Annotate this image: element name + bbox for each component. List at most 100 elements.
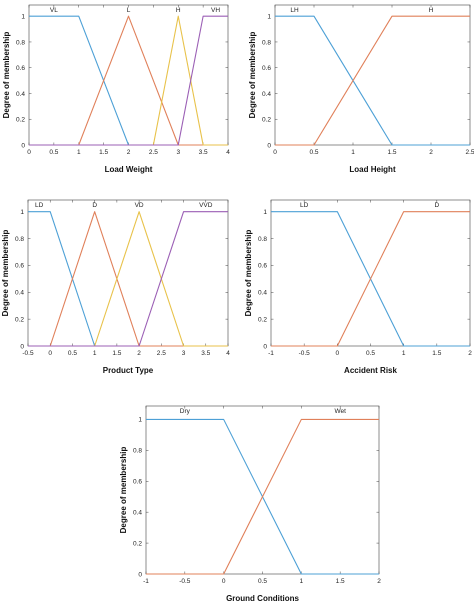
mf-label-dry: Dry (180, 408, 191, 415)
x-tick-label: 1 (77, 149, 81, 156)
x-tick-label: -0.5 (22, 350, 34, 357)
x-tick-label: 2 (468, 350, 472, 357)
chart-panel: 0 0.5 1 1.5 2 2.5 3 3.5 4 0 0.2 0.4 0.6 0.8 1 VL L H VH Loa… (2, 4, 230, 174)
x-tick-label: 0 (27, 149, 31, 156)
x-tick-label: 1.5 (99, 149, 108, 156)
x-tick-label: 2.5 (149, 149, 158, 156)
series-line-d (271, 211, 470, 347)
mf-label-vl: VL (50, 7, 58, 14)
y-tick-label: 0.6 (258, 263, 267, 270)
y-tick-label: 1 (267, 14, 271, 21)
chart-panel: 0 0.5 1 1.5 2 2.5 0 0.2 0.4 0.6 0.8 1 LH H Load Height… (248, 4, 474, 174)
y-tick-label: 0 (267, 142, 271, 149)
x-tick-label: 3.5 (201, 350, 210, 357)
x-tick-label: 1.5 (112, 350, 121, 357)
x-tick-label: 3 (176, 149, 180, 156)
series-line-h (275, 15, 470, 146)
y-axis-label: Degree of membership (2, 32, 11, 119)
chart-panel: -1 -0.5 0 0.5 1 1.5 2 0 0.2 0.4 0.6 0.8 1 Dry Wet Groun… (119, 405, 381, 603)
plot-area (145, 405, 380, 575)
mf-label-h: H (176, 7, 181, 14)
plot-area (27, 199, 229, 347)
y-tick-label: 0 (20, 343, 24, 350)
x-tick-label: 2 (377, 578, 381, 585)
x-tick-label: 1.5 (432, 350, 441, 357)
x-tick-label: 0.5 (309, 149, 318, 156)
x-tick-label: 0 (336, 350, 340, 357)
mf-label-d: D (434, 202, 439, 209)
y-tick-label: 0.4 (15, 290, 24, 297)
x-tick-label: -1 (268, 350, 274, 357)
mf-label-vh: VH (211, 7, 220, 14)
mf-label-ld: LD (300, 202, 309, 209)
x-tick-label: 0 (222, 578, 226, 585)
y-tick-label: 0.4 (258, 290, 267, 297)
x-tick-label: 0.5 (366, 350, 375, 357)
x-tick-label: 0 (48, 350, 52, 357)
x-tick-label: 2.5 (465, 149, 474, 156)
y-tick-label: 0.2 (15, 316, 24, 323)
y-tick-label: 0.4 (262, 91, 271, 98)
mf-label-l: L (127, 7, 131, 14)
y-tick-label: 0 (21, 142, 25, 149)
series-line-vh (29, 15, 228, 146)
y-tick-label: 1 (21, 14, 25, 21)
x-tick-label: -0.5 (299, 350, 311, 357)
series-line-vvd (28, 211, 228, 347)
y-tick-label: 1 (263, 209, 267, 216)
x-tick-label: 1 (402, 350, 406, 357)
y-tick-label: 0.6 (133, 479, 142, 486)
plot-area (270, 199, 471, 347)
y-tick-label: 0.8 (258, 236, 267, 243)
x-tick-label: 0 (273, 149, 277, 156)
x-axis-label: Load Height (349, 165, 396, 174)
mf-label-vvd: VVD (199, 202, 213, 209)
y-tick-label: 0 (263, 343, 267, 350)
y-tick-label: 1 (20, 209, 24, 216)
y-tick-label: 0.2 (262, 117, 271, 124)
mf-label-ld: LD (35, 202, 44, 209)
x-tick-label: 1 (300, 578, 304, 585)
y-tick-label: 0.8 (15, 236, 24, 243)
y-axis-label: Degree of membership (1, 230, 10, 317)
x-tick-label: -1 (143, 578, 149, 585)
x-tick-label: 2 (127, 149, 131, 156)
y-tick-label: 0.2 (16, 117, 25, 124)
series-line-wet (146, 418, 379, 575)
x-axis-label: Ground Conditions (226, 594, 299, 603)
x-tick-label: 0.5 (49, 149, 58, 156)
x-axis-label: Product Type (103, 366, 154, 375)
mf-label-wet: Wet (334, 408, 346, 415)
x-tick-label: 4 (226, 350, 230, 357)
y-tick-label: 0.6 (16, 65, 25, 72)
y-tick-label: 0.6 (262, 65, 271, 72)
x-axis-label: Accident Risk (344, 366, 397, 375)
plot-area (274, 4, 471, 146)
y-tick-label: 0.8 (133, 448, 142, 455)
y-tick-label: 0.8 (16, 39, 25, 46)
y-axis-label: Degree of membership (248, 32, 257, 119)
x-tick-label: 1.5 (387, 149, 396, 156)
mf-label-vd: VD (135, 202, 144, 209)
x-tick-label: -0.5 (179, 578, 191, 585)
x-tick-label: 0.5 (258, 578, 267, 585)
mf-label-lh: LH (290, 7, 299, 14)
y-tick-label: 0.4 (133, 509, 142, 516)
y-tick-label: 0.6 (15, 263, 24, 270)
y-tick-label: 1 (138, 417, 142, 424)
x-tick-label: 3.5 (199, 149, 208, 156)
y-tick-label: 0 (138, 571, 142, 578)
x-tick-label: 4 (226, 149, 230, 156)
x-tick-label: 1.5 (336, 578, 345, 585)
plot-area (28, 4, 229, 146)
y-tick-label: 0.8 (262, 39, 271, 46)
mf-label-d: D (92, 202, 97, 209)
x-tick-label: 3 (182, 350, 186, 357)
x-axis-label: Load Weight (105, 165, 153, 174)
x-tick-label: 1 (351, 149, 355, 156)
x-tick-label: 1 (93, 350, 97, 357)
y-tick-label: 0.2 (133, 540, 142, 547)
x-tick-label: 2 (137, 350, 141, 357)
